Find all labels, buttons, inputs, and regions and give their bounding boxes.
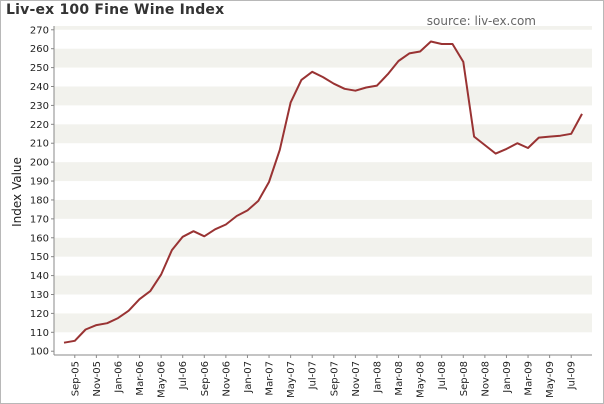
grid-band [54, 162, 592, 182]
y-tick-label: 100 [30, 347, 49, 358]
y-tick-label: 110 [30, 328, 49, 339]
y-tick-label: 270 [30, 25, 49, 36]
y-tick-label: 220 [30, 120, 49, 131]
x-tick-label: Mar-06 [135, 361, 146, 396]
grid-band [54, 275, 592, 295]
x-tick-label: Jul-06 [178, 361, 189, 390]
x-tick-label: Jul-08 [437, 361, 448, 390]
y-tick-label: 210 [30, 139, 49, 150]
x-tick-label: May-06 [157, 361, 168, 398]
x-tick-label: Sep-07 [329, 361, 340, 396]
grid-bands [54, 26, 592, 333]
chart-title: Liv-ex 100 Fine Wine Index [6, 2, 225, 18]
x-tick-label: Jan-08 [372, 361, 383, 394]
x-tick-label: Nov-06 [221, 361, 232, 397]
y-tick-label: 250 [30, 63, 49, 74]
grid-band [54, 237, 592, 257]
y-axis-ticks: 100 110 120 130 140 150 160 170 180 190 200 210 220 2… [30, 25, 54, 358]
y-tick-label: 170 [30, 214, 49, 225]
grid-band [54, 313, 592, 333]
y-tick-label: 240 [30, 82, 49, 93]
x-tick-label: Nov-05 [92, 361, 103, 397]
y-tick-label: 230 [30, 101, 49, 112]
y-tick-label: 130 [30, 290, 49, 301]
y-tick-label: 150 [30, 252, 49, 263]
series-line [63, 40, 583, 344]
axes [53, 26, 592, 356]
x-tick-label: May-08 [416, 361, 427, 398]
x-tick-label: Nov-08 [480, 361, 491, 397]
y-tick-label: 180 [30, 195, 49, 206]
x-tick-label: Sep-05 [70, 361, 81, 396]
x-tick-label: Mar-08 [394, 361, 405, 396]
grid-band [54, 86, 592, 106]
grid-band [54, 26, 592, 30]
y-tick-label: 140 [30, 271, 49, 282]
x-tick-label: Jan-07 [243, 361, 254, 394]
x-tick-label: Jul-07 [308, 361, 319, 390]
chart-source: source: liv-ex.com [426, 14, 536, 28]
x-tick-label: Jul-09 [567, 361, 578, 390]
x-tick-label: May-09 [545, 361, 556, 398]
y-axis-label: Index Value [10, 157, 24, 227]
y-tick-label: 260 [30, 44, 49, 55]
x-tick-label: Jan-09 [502, 361, 513, 394]
y-tick-label: 160 [30, 233, 49, 244]
x-tick-label: Mar-07 [265, 361, 276, 396]
y-tick-label: 120 [30, 309, 49, 320]
x-tick-label: Sep-06 [200, 361, 211, 396]
grid-band [54, 124, 592, 144]
x-tick-label: Sep-08 [459, 361, 470, 396]
x-tick-label: Nov-07 [351, 361, 362, 397]
y-tick-label: 200 [30, 158, 49, 169]
x-tick-label: Mar-09 [524, 361, 535, 396]
grid-band [54, 199, 592, 219]
x-tick-label: Jan-06 [113, 361, 124, 394]
x-tick-label: May-07 [286, 361, 297, 398]
grid-band [54, 48, 592, 68]
x-axis-ticks: Sep-05 Nov-05 Jan-06 Mar-06 May-06 Jul-06 Sep-… [70, 355, 578, 398]
y-tick-label: 190 [30, 177, 49, 188]
series-group [63, 40, 583, 344]
